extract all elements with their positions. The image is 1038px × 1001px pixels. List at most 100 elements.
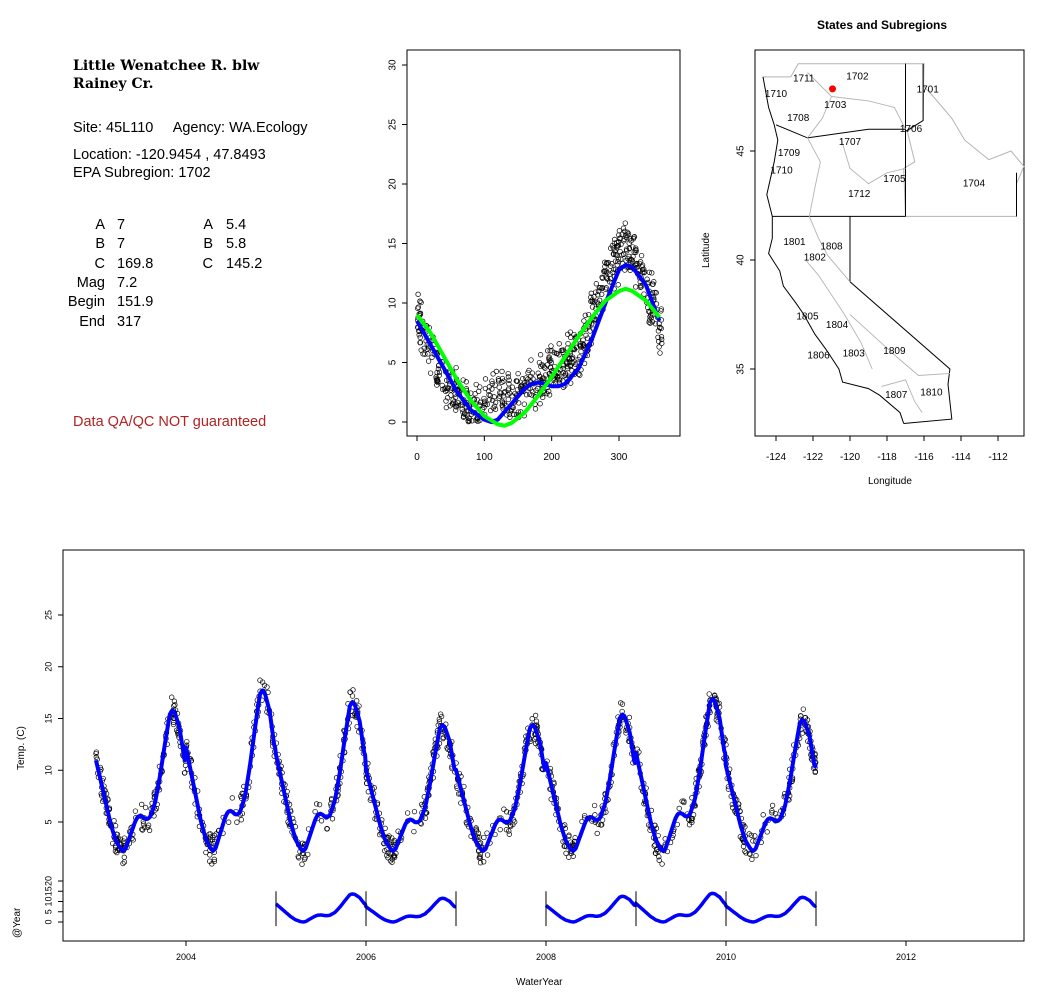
seasonal-data-point bbox=[530, 389, 536, 395]
seasonal-data-point bbox=[510, 404, 517, 411]
seasonal-data-point bbox=[597, 297, 603, 303]
timeseries-data-point bbox=[411, 808, 418, 815]
timeseries-data-point bbox=[532, 740, 539, 747]
timeseries-data-point bbox=[349, 693, 356, 699]
timeseries-data-point bbox=[404, 810, 411, 816]
timeseries-data-point bbox=[209, 861, 215, 867]
map-region-label: 1803 bbox=[843, 348, 866, 359]
seasonal-data-point bbox=[459, 402, 465, 408]
map-state-boundary bbox=[905, 63, 924, 217]
seasonal-data-point bbox=[492, 382, 498, 388]
seasonal-data-point bbox=[547, 348, 553, 354]
seasonal-data-point bbox=[622, 220, 628, 226]
seasonal-data-point bbox=[560, 365, 566, 372]
seasonal-data-point bbox=[506, 385, 512, 392]
timeseries-data-point bbox=[764, 829, 770, 835]
param-label: A bbox=[203, 217, 213, 233]
seasonal-data-point bbox=[556, 341, 562, 347]
seasonal-data-point bbox=[657, 325, 663, 331]
timeseries-data-point bbox=[257, 677, 263, 683]
seasonal-data-point bbox=[427, 370, 434, 376]
seasonal-x-tick-label: 100 bbox=[476, 452, 493, 463]
map-x-tick-label: -118 bbox=[877, 452, 897, 463]
seasonal-data-point bbox=[644, 276, 650, 282]
seasonal-data-point bbox=[496, 384, 502, 390]
map-region-boundary bbox=[763, 63, 1025, 217]
seasonal-data-point bbox=[651, 279, 657, 285]
map-subregion-boundary bbox=[808, 216, 851, 283]
timeseries-data-point bbox=[563, 850, 569, 856]
timeseries-data-point bbox=[354, 698, 360, 704]
seasonal-data-point bbox=[509, 393, 515, 399]
seasonal-data-point bbox=[646, 319, 652, 325]
seasonal-data-point bbox=[604, 270, 610, 276]
timeseries-data-point bbox=[130, 837, 136, 843]
seasonal-data-point bbox=[518, 384, 524, 390]
param-value: 5.8 bbox=[226, 236, 247, 253]
timeseries-data-point bbox=[120, 860, 126, 867]
seasonal-data-point bbox=[453, 364, 459, 371]
timeseries-data-point bbox=[169, 694, 175, 700]
seasonal-data-point bbox=[490, 371, 496, 377]
seasonal-data-point bbox=[489, 378, 495, 384]
seasonal-y-tick-label: 25 bbox=[388, 119, 399, 131]
timeseries-data-point bbox=[572, 835, 578, 841]
timeseries-data-point bbox=[182, 770, 188, 776]
seasonal-data-point bbox=[497, 390, 503, 396]
annual-fit-segment bbox=[544, 891, 818, 924]
seasonal-data-point bbox=[429, 354, 435, 360]
map-y-tick-label: 40 bbox=[736, 254, 747, 266]
seasonal-data-point bbox=[484, 401, 490, 408]
map-region-label: 1712 bbox=[848, 189, 871, 200]
seasonal-data-point bbox=[637, 282, 644, 289]
param-label: Begin bbox=[67, 294, 105, 311]
timeseries-data-point bbox=[532, 712, 539, 719]
seasonal-data-point bbox=[609, 269, 616, 276]
seasonal-data-point bbox=[659, 336, 665, 343]
subregion-line: EPA Subregion: 1702 bbox=[73, 165, 211, 181]
seasonal-data-point bbox=[620, 225, 627, 231]
seasonal-data-point bbox=[544, 362, 551, 368]
seasonal-data-point bbox=[465, 418, 472, 425]
seasonal-data-point bbox=[460, 377, 466, 383]
seasonal-data-point bbox=[582, 312, 588, 318]
seasonal-data-point bbox=[584, 335, 591, 341]
seasonal-data-point bbox=[511, 411, 517, 418]
seasonal-data-point bbox=[499, 368, 505, 375]
seasonal-data-point bbox=[649, 270, 655, 276]
timeseries-x-tick-label: 2012 bbox=[896, 952, 916, 962]
map-region-label: 1704 bbox=[963, 178, 986, 189]
timeseries-data-point bbox=[594, 830, 600, 837]
map-region-label: 1802 bbox=[804, 252, 827, 263]
timeseries-data-point bbox=[506, 831, 512, 837]
annual-y-tick-label: 0 bbox=[43, 919, 53, 924]
timeseries-data-point bbox=[746, 851, 753, 857]
param-value: 7.2 bbox=[117, 274, 138, 291]
seasonal-data-point bbox=[436, 369, 443, 375]
seasonal-y-tick-label: 20 bbox=[388, 178, 399, 190]
timeseries-data-point bbox=[740, 843, 747, 850]
timeseries-data-point bbox=[651, 843, 657, 849]
seasonal-data-point bbox=[487, 407, 494, 414]
seasonal-data-point bbox=[425, 358, 432, 364]
seasonal-data-point bbox=[475, 418, 481, 425]
seasonal-data-point bbox=[435, 378, 441, 385]
seasonal-data-point bbox=[489, 381, 495, 387]
seasonal-data-point bbox=[499, 379, 505, 385]
seasonal-data-point bbox=[616, 232, 622, 238]
timeseries-x-tick-label: 2010 bbox=[716, 952, 736, 962]
timeseries-data-point bbox=[329, 816, 336, 822]
seasonal-data-point bbox=[448, 392, 454, 398]
timeseries-data-point bbox=[299, 861, 305, 867]
seasonal-fit-blue bbox=[415, 262, 662, 424]
seasonal-data-point bbox=[603, 260, 610, 266]
timeseries-data-point bbox=[347, 689, 353, 695]
seasonal-data-point bbox=[505, 370, 511, 377]
timeseries-data-point bbox=[264, 684, 270, 690]
seasonal-data-point bbox=[526, 391, 533, 397]
map-coastline bbox=[762, 76, 905, 424]
map-frame bbox=[754, 49, 1025, 437]
map-region-label: 1808 bbox=[820, 242, 843, 253]
seasonal-data-point bbox=[565, 363, 571, 370]
